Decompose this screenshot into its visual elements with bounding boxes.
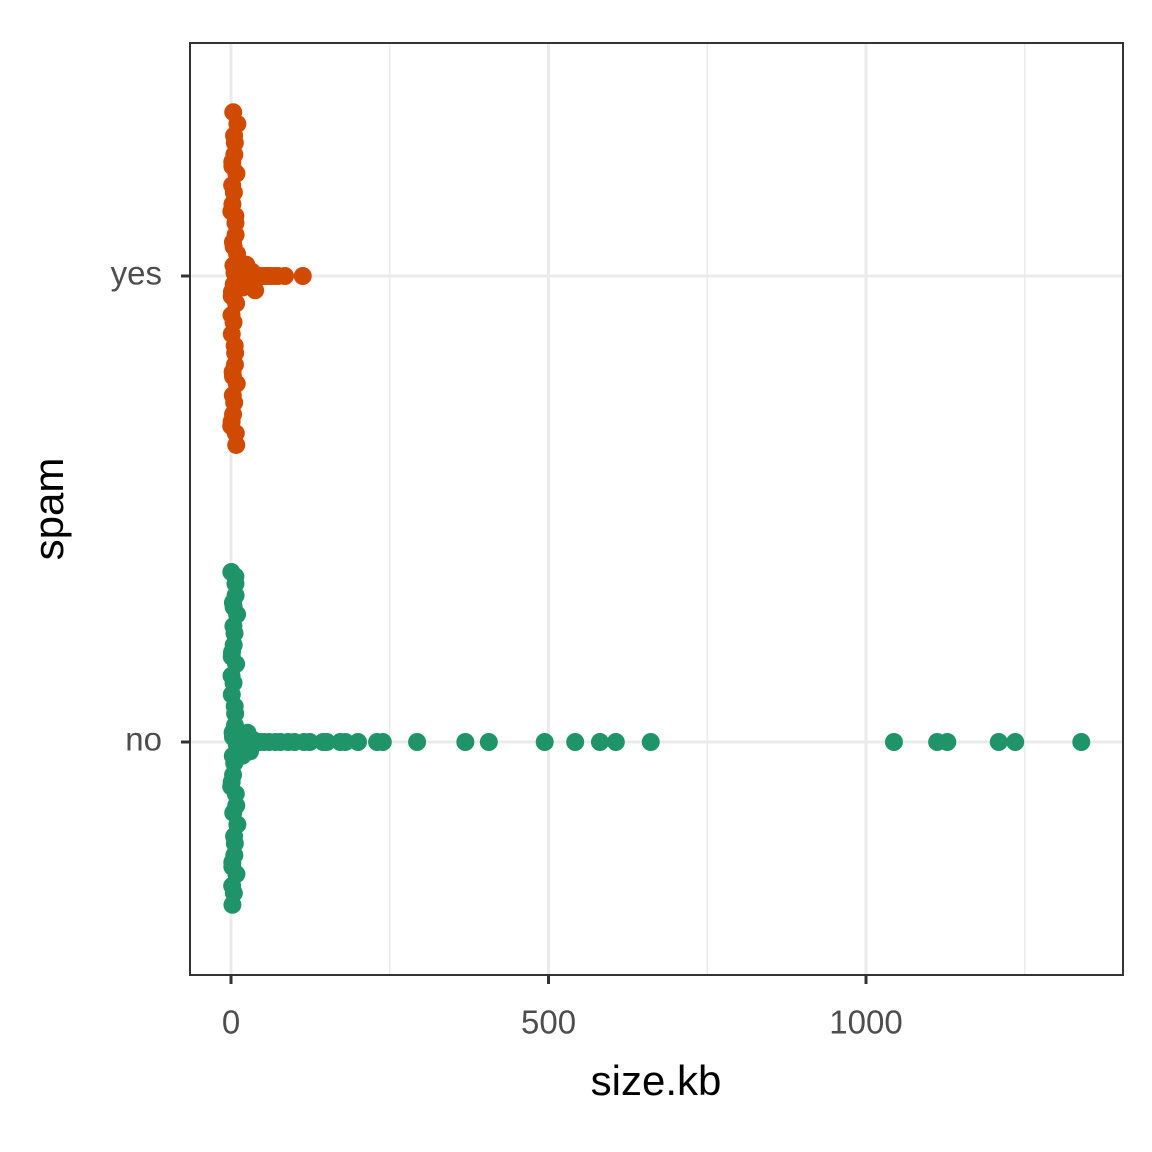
point <box>224 598 243 617</box>
point <box>225 126 244 145</box>
point <box>535 733 554 751</box>
point <box>226 206 245 225</box>
point <box>222 306 241 325</box>
point <box>1006 733 1025 751</box>
point <box>223 157 242 176</box>
point <box>884 733 903 751</box>
point <box>300 733 319 751</box>
x-tick-label: 1000 <box>829 1004 902 1041</box>
point <box>456 733 475 751</box>
point <box>222 777 241 796</box>
points <box>222 103 1091 914</box>
point <box>223 367 242 386</box>
point <box>225 336 244 355</box>
point <box>479 733 498 751</box>
point <box>275 267 294 285</box>
y-tick-label: no <box>125 721 162 758</box>
point <box>222 666 241 685</box>
point <box>349 733 368 751</box>
point <box>225 827 244 846</box>
point <box>336 733 355 751</box>
x-tick-label: 0 <box>222 1004 240 1041</box>
point <box>223 176 242 195</box>
point <box>224 617 243 636</box>
point <box>223 895 242 914</box>
y-tick-label: yes <box>111 255 162 292</box>
point <box>227 435 246 454</box>
point <box>223 386 242 405</box>
point <box>566 733 585 751</box>
point <box>590 733 609 751</box>
point <box>373 733 392 751</box>
point <box>225 697 244 716</box>
point <box>317 733 336 751</box>
point <box>938 733 957 751</box>
x-axis-title: size.kb <box>591 1057 722 1104</box>
point <box>222 417 241 436</box>
point <box>1072 733 1091 751</box>
point <box>989 733 1008 751</box>
point <box>408 733 427 751</box>
point <box>222 647 241 666</box>
point <box>246 281 265 300</box>
point <box>223 857 242 876</box>
y-axis-title: spam <box>25 458 72 561</box>
point <box>227 796 246 815</box>
panel-border <box>189 42 1124 976</box>
point <box>641 733 660 751</box>
point <box>226 567 245 586</box>
point <box>224 237 243 256</box>
point <box>293 267 312 285</box>
x-tick-label: 500 <box>521 1004 576 1041</box>
point <box>606 733 625 751</box>
point <box>223 876 242 895</box>
